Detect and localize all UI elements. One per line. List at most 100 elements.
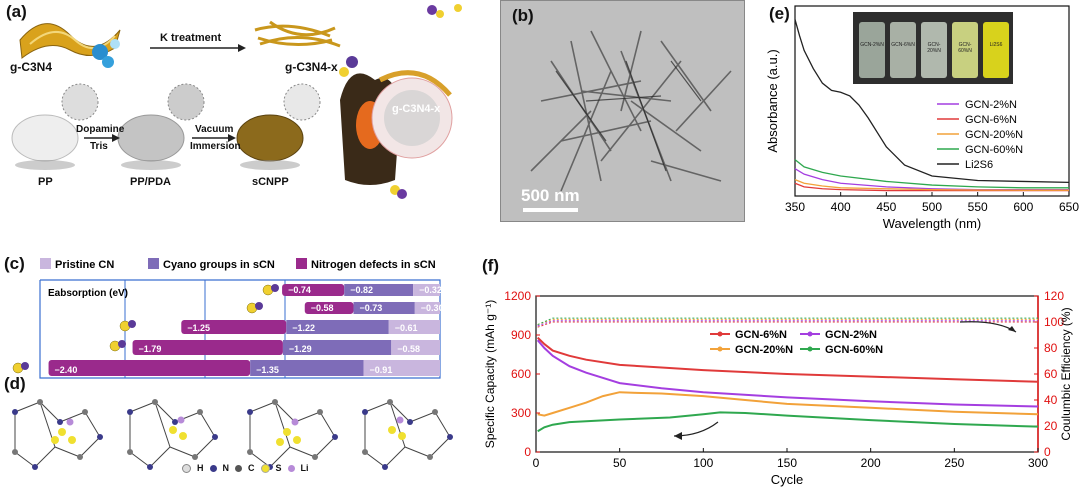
series-line — [794, 179, 1069, 191]
y-tick-label: 1200 — [504, 289, 531, 303]
lithium-atom — [118, 340, 126, 348]
atom-legend: H N C S Li — [182, 463, 309, 473]
scale-bar — [523, 208, 578, 212]
bar-segment — [304, 302, 354, 314]
bar-value-label: −0.58 — [311, 303, 334, 313]
y2-tick-label: 40 — [1044, 393, 1058, 407]
capacity-line — [537, 391, 1039, 417]
scnpp-label: sCNPP — [252, 176, 289, 188]
x-tick-label: 550 — [968, 200, 988, 214]
bar-value-label: −0.91 — [370, 365, 393, 375]
legend-marker — [717, 331, 723, 337]
y-tick-label: 900 — [511, 328, 531, 342]
tem-nanowires — [530, 30, 732, 192]
capacity-line — [536, 336, 1039, 383]
bar-segment — [344, 284, 414, 296]
annotation-arrow — [959, 321, 1017, 333]
atom-li-dot — [287, 464, 295, 472]
tem-image: 500 nm — [500, 0, 745, 222]
bar-value-label: −1.22 — [292, 323, 315, 333]
legend-marker — [717, 346, 723, 352]
bar-value-label: −0.82 — [350, 285, 373, 295]
vial-label: GCN-20%N — [927, 42, 941, 54]
k-treatment-label: K treatment — [160, 32, 222, 44]
bar-value-label: −1.29 — [289, 344, 312, 354]
pppda-zoom-circle — [167, 83, 205, 121]
x-axis-label: Cycle — [771, 472, 804, 487]
pp-label: PP — [38, 176, 53, 188]
panel-e-label: (e) — [769, 4, 790, 23]
panel-c: Pristine CN Cyano groups in sCN Nitrogen d… — [0, 250, 460, 385]
panel-d: (d) — [0, 372, 460, 494]
legend-label: GCN-60%N — [965, 144, 1023, 156]
bar-segment — [181, 320, 287, 334]
ylabel: Eabsorption (eV) — [48, 288, 128, 299]
vial-photo: GCN-2%N GCN-6%N GCN-20%N GCN-60%N Li2S6 — [853, 12, 1013, 84]
efficiency-line — [537, 321, 1038, 328]
legend-label: Li2S6 — [965, 159, 993, 171]
atom-h-label: H — [197, 463, 204, 473]
panel-a-schematic — [11, 4, 462, 199]
panel-e: 350 400 450 500 550 600 650 Wavelength (nm) Abso… — [755, 0, 1080, 240]
legend-label: GCN-6%N — [965, 114, 1017, 126]
atom-n-label: N — [222, 463, 230, 473]
potassium-atom — [102, 56, 114, 68]
gcn-sphere-label: g-C3N4-x — [392, 103, 441, 115]
vial-label: GCN-2%N — [860, 42, 884, 48]
x-tick-label: 200 — [861, 456, 881, 470]
y2-tick-label: 100 — [1044, 315, 1064, 329]
scale-bar-label: 500 nm — [521, 186, 580, 205]
annotation-arrowhead — [1008, 326, 1016, 332]
capacity-line — [536, 339, 1039, 408]
bar-segment — [132, 340, 283, 355]
x-tick-label: 500 — [922, 200, 942, 214]
bar-value-label: −0.61 — [395, 323, 418, 333]
x-tick-label: 100 — [693, 456, 713, 470]
x-tick-label: 400 — [831, 200, 851, 214]
pppda-label: PP/PDA — [130, 176, 171, 188]
bar-segment — [282, 284, 345, 296]
x-tick-label: 300 — [1028, 456, 1048, 470]
panel-c-label: (c) — [4, 254, 25, 273]
bar-segment — [286, 320, 389, 334]
gcn-fibers — [254, 20, 341, 48]
vacuum-label: Vacuum — [195, 124, 234, 135]
atom-li-label: Li — [300, 463, 309, 473]
legend-label: Nitrogen defects in sCN — [311, 259, 436, 271]
bar-segment — [250, 360, 364, 376]
y-axis-label: Absorbance (a.u.) — [765, 49, 780, 152]
bar-segment — [353, 302, 415, 314]
atom-s-label: S — [275, 463, 282, 473]
atom-s-dot — [260, 463, 270, 473]
adsorption-structure — [127, 399, 218, 470]
chart-e: 350 400 450 500 550 600 650 Wavelength (nm) Abso… — [765, 5, 1079, 231]
immersion-label: Immersion — [190, 141, 241, 152]
x-tick-label: 600 — [1013, 200, 1033, 214]
y-axis-label: Specific Capacity (mAh g⁻¹) — [483, 300, 497, 448]
legend-label: GCN-2%N — [965, 99, 1017, 111]
pp-zoom-circle — [61, 83, 99, 121]
vial — [952, 22, 978, 78]
atom-n-dot — [209, 464, 217, 472]
legend-label: GCN-60%N — [825, 344, 883, 356]
panel-d-label: (d) — [4, 374, 26, 393]
capacity-line — [537, 411, 1039, 433]
bar-value-label: −0.73 — [359, 303, 382, 313]
lithium-atom — [271, 284, 279, 292]
bar-value-label: −0.58 — [397, 344, 420, 354]
x-axis-label: Wavelength (nm) — [883, 216, 982, 231]
lithium-atom — [21, 362, 29, 370]
vial-label: GCN-60%N — [958, 42, 972, 54]
y2-axis-label: Coulumbic Efficiency (%) — [1059, 307, 1073, 440]
legend-label: GCN-2%N — [825, 329, 877, 341]
legend-swatch — [148, 258, 159, 269]
bar-segment — [413, 284, 440, 296]
gcnx-label: g-C3N4-x — [285, 60, 338, 74]
vial — [890, 22, 916, 78]
panel-a: (a) g-C3N4 K treatment g-C3N4-x Dopamine… — [0, 0, 470, 205]
y2-tick-label: 80 — [1044, 341, 1058, 355]
vial — [859, 22, 885, 78]
efficiency-line — [537, 317, 1038, 326]
x-tick-label: 0 — [533, 456, 540, 470]
legend-label: Cyano groups in sCN — [163, 259, 275, 271]
